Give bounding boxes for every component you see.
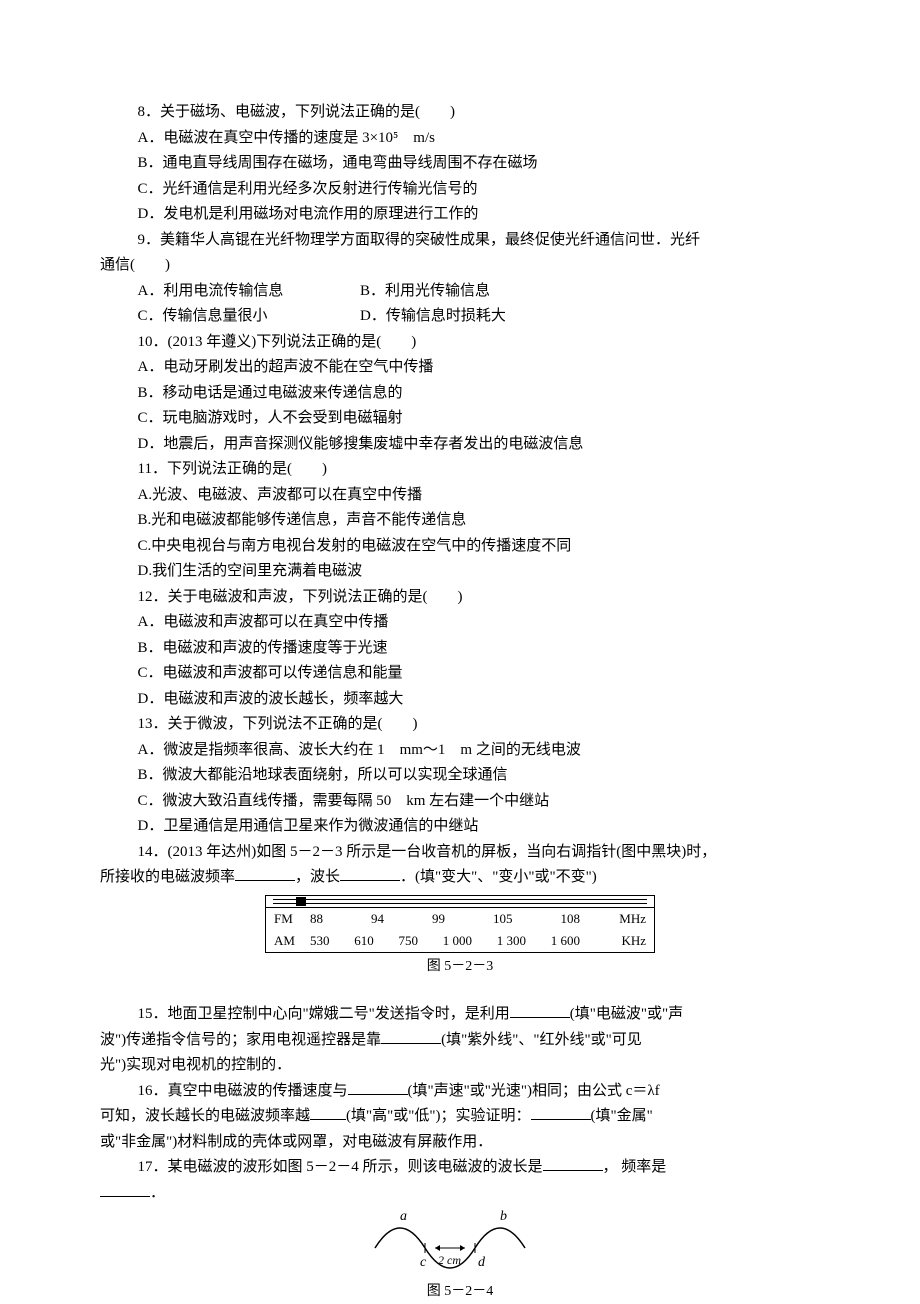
- q13-opt-d: D．卫星通信是用通信卫星来作为微波通信的中继站: [100, 814, 820, 840]
- q17-blank-1: [543, 1156, 603, 1171]
- q16-blank-2: [310, 1105, 346, 1120]
- q10-opt-a: A．电动牙刷发出的超声波不能在空气中传播: [100, 355, 820, 381]
- radio-fm-row: FM 88 94 99 105 108 MHz: [266, 908, 654, 930]
- q16-l2c: (填"金属": [591, 1108, 653, 1124]
- dim-arrow-left: [435, 1245, 440, 1251]
- am-v2: 750: [399, 930, 419, 952]
- q16-blank-3: [531, 1105, 591, 1120]
- q16-line1: 16．真空中电磁波的传播速度与 (填"声速"或"光速")相同；由公式 c＝λf: [100, 1079, 820, 1105]
- q9-opt-d: D．传输信息时损耗大: [360, 304, 820, 330]
- q12-opt-a: A．电磁波和声波都可以在真空中传播: [100, 610, 820, 636]
- q10-opt-b: B．移动电话是通过电磁波来传递信息的: [100, 381, 820, 407]
- fm-v0: 88: [310, 908, 323, 930]
- q16-line2: 可知，波长越长的电磁波频率越 (填"高"或"低")；实验证明： (填"金属": [100, 1104, 820, 1130]
- q14-b-mid: ，波长: [295, 869, 340, 885]
- q15-line1: 15．地面卫星控制中心向"嫦娥二号"发送指令时，是利用 (填"电磁波"或"声: [100, 1002, 820, 1028]
- q12-stem: 12．关于电磁波和声波，下列说法正确的是( ): [100, 585, 820, 611]
- radio-slider: [266, 896, 654, 908]
- q8-opt-c: C．光纤通信是利用光经多次反射进行传输光信号的: [100, 177, 820, 203]
- am-v3: 1 000: [443, 930, 472, 952]
- q11-opt-b: B.光和电磁波都能够传递信息，声音不能传递信息: [100, 508, 820, 534]
- q11-opt-c: C.中央电视台与南方电视台发射的电磁波在空气中的传播速度不同: [100, 534, 820, 560]
- radio-knob: [296, 897, 306, 906]
- q8-opt-d: D．发电机是利用磁场对电流作用的原理进行工作的: [100, 202, 820, 228]
- q8-opt-a: A．电磁波在真空中传播的速度是 3×10⁵ m/s: [100, 126, 820, 152]
- q16-l2a: 可知，波长越长的电磁波频率越: [100, 1108, 310, 1124]
- wave-label-b: b: [500, 1209, 507, 1224]
- q14-b-pre: 所接收的电磁波频率: [100, 869, 235, 885]
- q13-opt-a: A．微波是指频率很高、波长大约在 1 mm～1 m 之间的无线电波: [100, 738, 820, 764]
- q10-opt-c: C．玩电脑游戏时，人不会受到电磁辐射: [100, 406, 820, 432]
- q16-line3: 或"非金属")材料制成的壳体或网罩，对电磁波有屏蔽作用．: [100, 1130, 820, 1156]
- q17-l1b: ， 频率是: [603, 1159, 667, 1175]
- q17-line2: ．: [100, 1181, 820, 1207]
- fm-v4: 108: [561, 908, 581, 930]
- q9-row-cd: C．传输信息量很小 D．传输信息时损耗大: [100, 304, 820, 330]
- am-band: AM: [274, 930, 310, 952]
- q8-opt-b: B．通电直导线周围存在磁场，通电弯曲导线周围不存在磁场: [100, 151, 820, 177]
- q17-blank-2: [100, 1182, 150, 1197]
- q8-stem: 8．关于磁场、电磁波，下列说法正确的是( ): [100, 100, 820, 126]
- fig-5-2-4-label: 图 5－2－4: [360, 1280, 560, 1304]
- wave-label-d: d: [478, 1255, 486, 1270]
- q15-l2b: (填"紫外线"、"红外线"或"可见: [441, 1032, 642, 1048]
- q11-opt-d: D.我们生活的空间里充满着电磁波: [100, 559, 820, 585]
- q14-b-post: ．(填"变大"、"变小"或"不变"): [400, 869, 597, 885]
- wave-label-a: a: [400, 1209, 407, 1224]
- am-v0: 530: [310, 930, 330, 952]
- dim-arrow-right: [460, 1245, 465, 1251]
- q13-stem: 13．关于微波，下列说法不正确的是( ): [100, 712, 820, 738]
- figure-5-2-3: FM 88 94 99 105 108 MHz AM 530 610 750 1…: [265, 895, 655, 979]
- q17-l2: ．: [150, 1185, 165, 1201]
- am-v4: 1 300: [497, 930, 526, 952]
- am-v1: 610: [354, 930, 374, 952]
- wave-label-c: c: [420, 1255, 427, 1270]
- q12-opt-d: D．电磁波和声波的波长越长，频率越大: [100, 687, 820, 713]
- q12-opt-c: C．电磁波和声波都可以传递信息和能量: [100, 661, 820, 687]
- q15-l2a: 波")传递指令信号的；家用电视遥控器是靠: [100, 1032, 381, 1048]
- wave-svg: a b c d 2 cm: [360, 1208, 560, 1278]
- q11-opt-a: A.光波、电磁波、声波都可以在真空中传播: [100, 483, 820, 509]
- radio-panel: FM 88 94 99 105 108 MHz AM 530 610 750 1…: [265, 895, 655, 953]
- q17-line1: 17．某电磁波的波形如图 5－2－4 所示，则该电磁波的波长是 ， 频率是: [100, 1155, 820, 1181]
- q9-row-ab: A．利用电流传输信息 B．利用光传输信息: [100, 279, 820, 305]
- q17-l1a: 17．某电磁波的波形如图 5－2－4 所示，则该电磁波的波长是: [138, 1159, 543, 1175]
- radio-am-row: AM 530 610 750 1 000 1 300 1 600 KHz: [266, 930, 654, 952]
- q15-blank-1: [510, 1003, 570, 1018]
- am-unit: KHz: [580, 930, 646, 952]
- q15-blank-2: [381, 1029, 441, 1044]
- q9-opt-a: A．利用电流传输信息: [100, 279, 360, 305]
- q15-mid1: (填"电磁波"或"声: [570, 1006, 683, 1022]
- q12-opt-b: B．电磁波和声波的传播速度等于光速: [100, 636, 820, 662]
- fm-v2: 99: [432, 908, 445, 930]
- q13-opt-b: B．微波大都能沿地球表面绕射，所以可以实现全球通信: [100, 763, 820, 789]
- q16-blank-1: [348, 1080, 408, 1095]
- wave-dim: 2 cm: [438, 1253, 461, 1267]
- q9-opt-c: C．传输信息量很小: [100, 304, 360, 330]
- q14-blank-1: [235, 866, 295, 881]
- q16-l2b: (填"高"或"低")；实验证明：: [346, 1108, 530, 1124]
- am-v5: 1 600: [551, 930, 580, 952]
- q9-opt-b: B．利用光传输信息: [360, 279, 820, 305]
- q14-stem-b: 所接收的电磁波频率 ，波长 ．(填"变大"、"变小"或"不变"): [100, 865, 820, 891]
- figure-5-2-4: a b c d 2 cm 图 5－2－4: [360, 1208, 560, 1304]
- q16-l1b: (填"声速"或"光速")相同；由公式 c＝λf: [408, 1083, 660, 1099]
- q9-stem-2: 通信( ): [100, 253, 820, 279]
- q10-stem: 10．(2013 年遵义)下列说法正确的是( ): [100, 330, 820, 356]
- q16-l1a: 16．真空中电磁波的传播速度与: [138, 1083, 348, 1099]
- q9-stem: 9．美籍华人高锟在光纤物理学方面取得的突破性成果，最终促使光纤通信问世．光纤: [100, 228, 820, 254]
- fm-v3: 105: [493, 908, 513, 930]
- fm-unit: MHz: [580, 908, 646, 930]
- fig-5-2-3-label: 图 5－2－3: [265, 955, 655, 979]
- q14-stem-a: 14．(2013 年达州)如图 5－2－3 所示是一台收音机的屏板，当向右调指针…: [100, 840, 820, 866]
- q13-opt-c: C．微波大致沿直线传播，需要每隔 50 km 左右建一个中继站: [100, 789, 820, 815]
- q15-pre: 15．地面卫星控制中心向"嫦娥二号"发送指令时，是利用: [138, 1006, 510, 1022]
- q15-line2: 波")传递指令信号的；家用电视遥控器是靠 (填"紫外线"、"红外线"或"可见: [100, 1028, 820, 1054]
- q15-line3: 光")实现对电视机的控制的．: [100, 1053, 820, 1079]
- q11-stem: 11．下列说法正确的是( ): [100, 457, 820, 483]
- fm-v1: 94: [371, 908, 384, 930]
- q10-opt-d: D．地震后，用声音探测仪能够搜集废墟中幸存者发出的电磁波信息: [100, 432, 820, 458]
- q14-blank-2: [340, 866, 400, 881]
- fm-band: FM: [274, 908, 310, 930]
